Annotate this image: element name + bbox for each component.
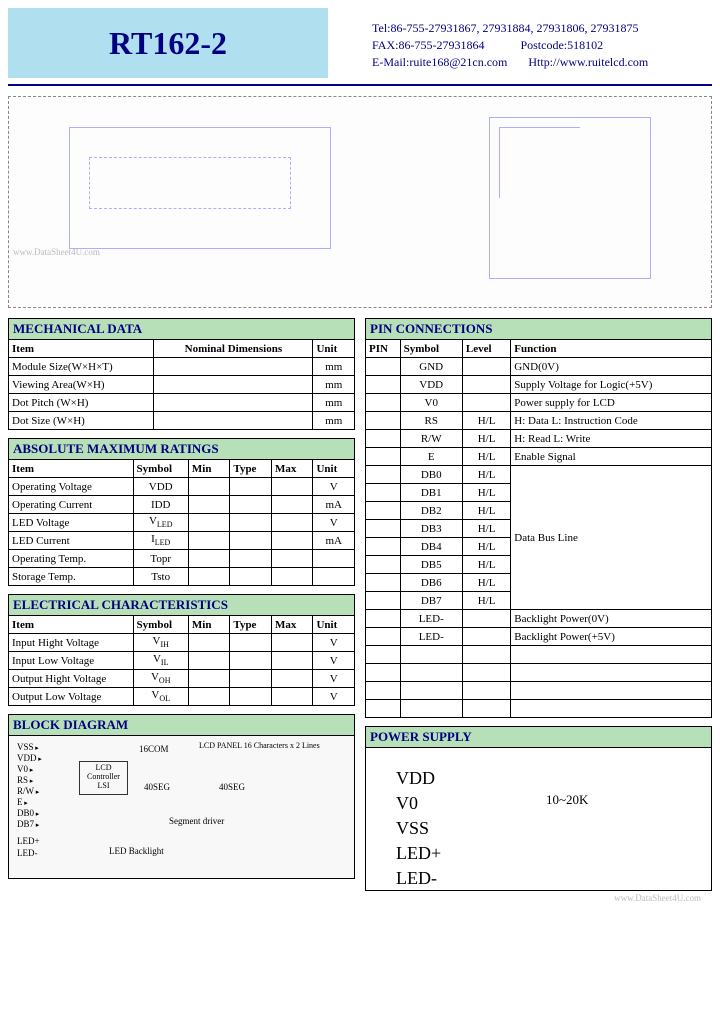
mech-h-item: Item	[9, 340, 154, 358]
tel-line: Tel:86-755-27931867, 27931884, 27931806,…	[372, 20, 712, 37]
watermark-1: www.DataSheet4U.com	[13, 247, 100, 257]
power-title: POWER SUPPLY	[366, 727, 711, 748]
absolute-table: ABSOLUTE MAXIMUM RATINGS Item Symbol Min…	[8, 438, 355, 586]
block-title: BLOCK DIAGRAM	[9, 715, 354, 736]
mech-title: MECHANICAL DATA	[9, 319, 355, 340]
spec-columns: MECHANICAL DATA Item Nominal Dimensions …	[8, 318, 712, 891]
block-diagram-body: VSS ▸VDD ▸V0 ▸RS ▸R/W ▸E ▸DB0 ▸DB7 ▸ 16C…	[9, 736, 354, 878]
power-section: POWER SUPPLY VDD V0 10~20K VSS LED+ LED-…	[365, 726, 712, 891]
dimension-diagram: www.DataSheet4U.com	[8, 96, 712, 308]
mech-h-unit: Unit	[313, 340, 355, 358]
mechanical-table: MECHANICAL DATA Item Nominal Dimensions …	[8, 318, 355, 430]
contact-info: Tel:86-755-27931867, 27931884, 27931806,…	[372, 8, 712, 70]
block-diagram-section: BLOCK DIAGRAM VSS ▸VDD ▸V0 ▸RS ▸R/W ▸E ▸…	[8, 714, 355, 879]
fax-postcode-line: FAX:86-755-27931864 Postcode:518102	[372, 37, 712, 54]
email-web-line: E-Mail:ruite168@21cn.com Http://www.ruit…	[372, 54, 712, 71]
abs-title: ABSOLUTE MAXIMUM RATINGS	[9, 439, 355, 460]
left-column: MECHANICAL DATA Item Nominal Dimensions …	[8, 318, 355, 891]
right-column: PIN CONNECTIONS PIN Symbol Level Functio…	[365, 318, 712, 891]
header-rule	[8, 84, 712, 86]
electrical-table: ELECTRICAL CHARACTERISTICS Item Symbol M…	[8, 594, 355, 706]
header-title-box: RT162-2	[8, 8, 328, 78]
elec-title: ELECTRICAL CHARACTERISTICS	[9, 595, 355, 616]
pin-title: PIN CONNECTIONS	[366, 319, 712, 340]
mech-h-dim: Nominal Dimensions	[154, 340, 313, 358]
power-body: VDD V0 10~20K VSS LED+ LED- www.DataShee…	[366, 748, 711, 890]
watermark-2: www.DataSheet4U.com	[614, 893, 701, 903]
product-title: RT162-2	[109, 25, 227, 62]
pin-table: PIN CONNECTIONS PIN Symbol Level Functio…	[365, 318, 712, 718]
